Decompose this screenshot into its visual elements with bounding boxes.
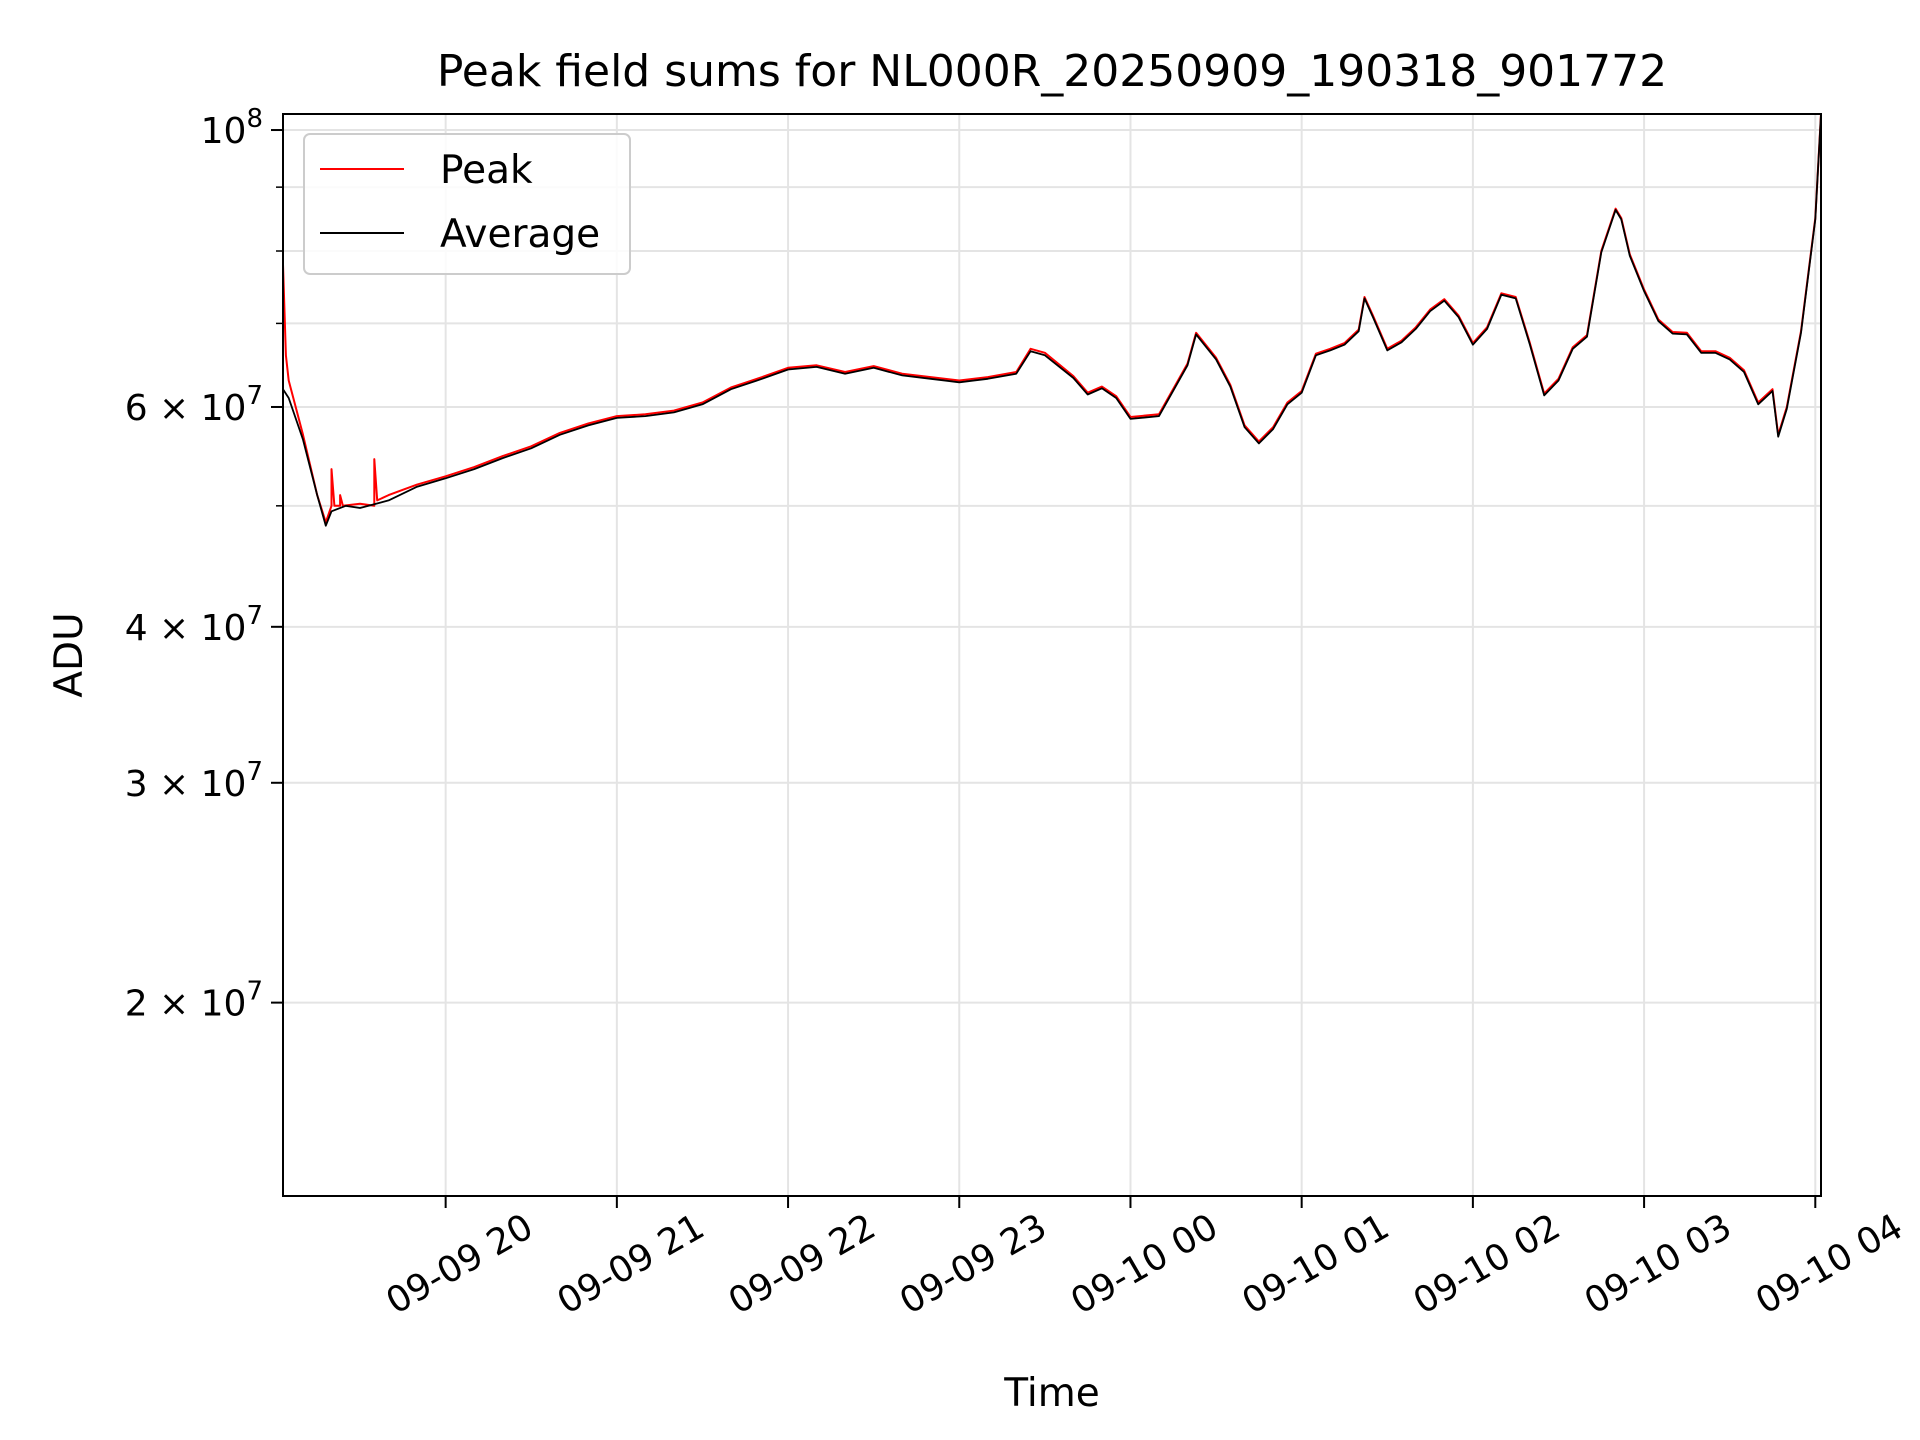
plot-area <box>283 114 1821 1196</box>
y-tick-label: 4 × 107 <box>125 601 263 649</box>
y-axis-ticks: 108 6 × 107 4 × 107 3 × 107 2 × 107 <box>125 104 283 1025</box>
y-tick-label: 2 × 107 <box>125 977 263 1025</box>
grid <box>283 114 1821 1196</box>
y-axis-label: ADU <box>47 612 92 697</box>
chart-title: Peak field sums for NL000R_20250909_1903… <box>437 46 1667 97</box>
series-line-average <box>282 113 1822 527</box>
x-axis-label: Time <box>1003 1371 1099 1416</box>
y-tick-label: 108 <box>201 104 263 152</box>
legend-label-average: Average <box>440 212 600 257</box>
legend-label-peak: Peak <box>440 148 533 193</box>
y-tick-label: 6 × 107 <box>125 381 263 429</box>
plot-frame <box>282 113 1822 1197</box>
series-layer <box>282 113 1822 527</box>
legend: Peak Average <box>303 133 631 275</box>
y-tick-label: 3 × 107 <box>125 757 263 805</box>
